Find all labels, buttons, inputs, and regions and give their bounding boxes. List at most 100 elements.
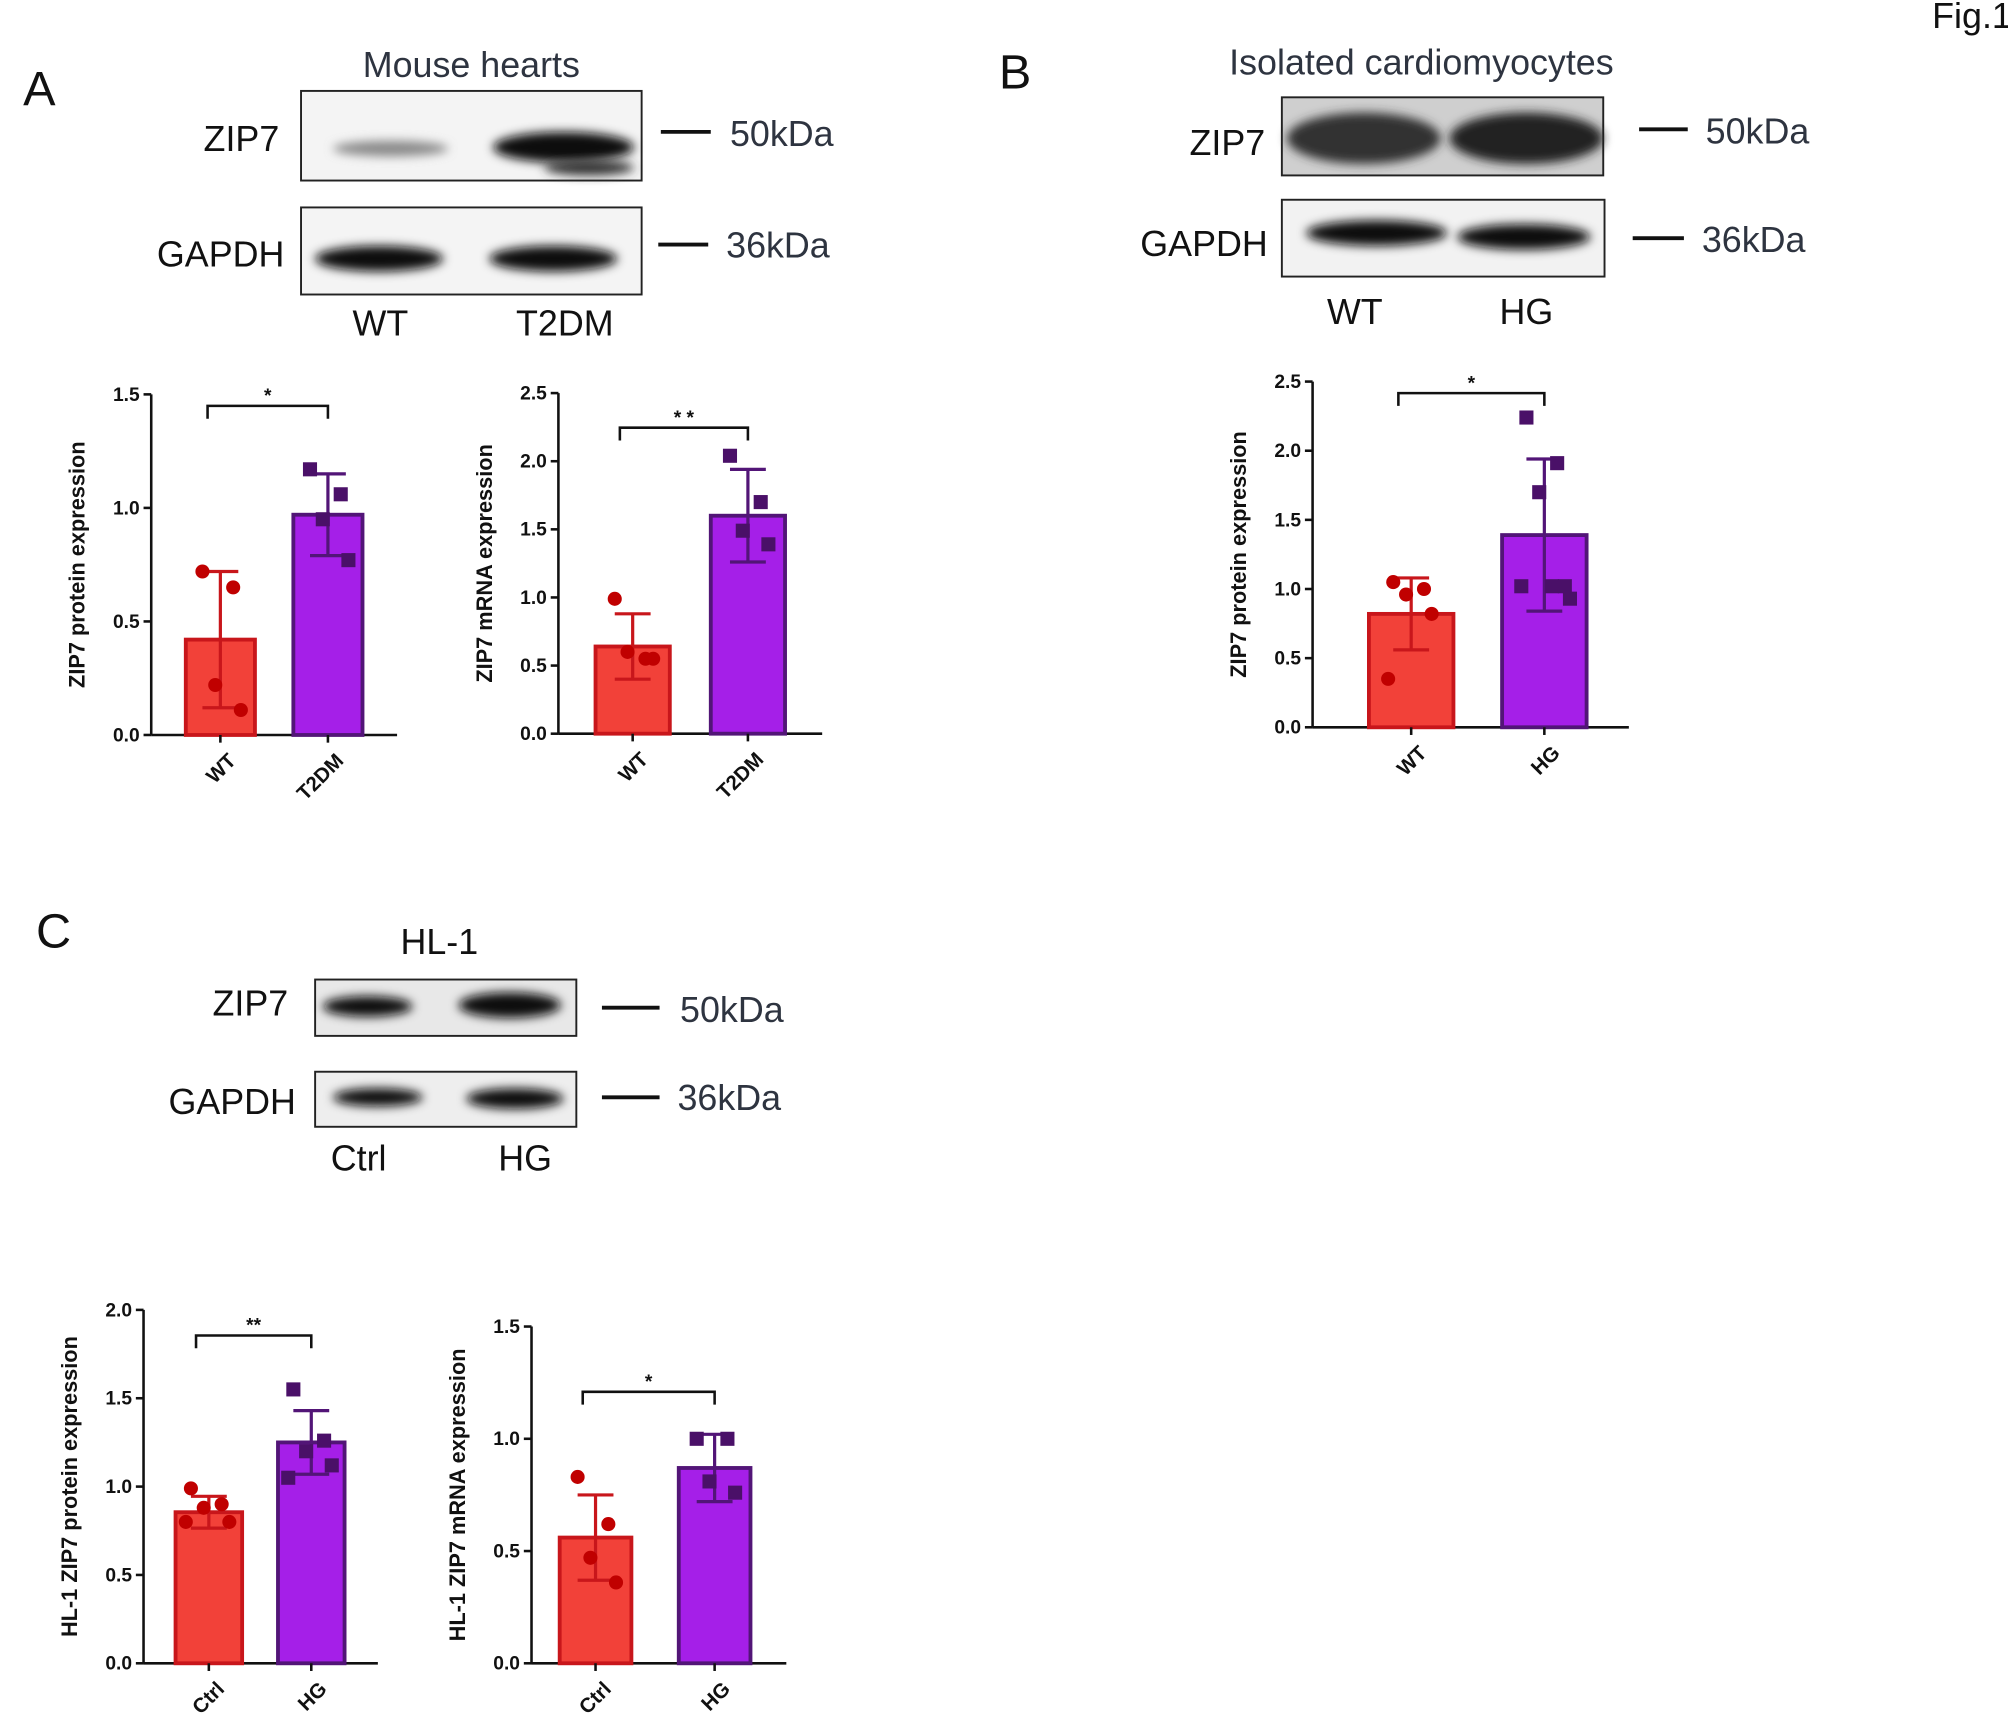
data-point (183, 1481, 198, 1496)
blot-c: C HL-1 ZIP7 50kDa GAPDH 36kDa Ctrl HG (36, 905, 784, 1179)
marker-label: 50kDa (730, 114, 834, 154)
panel-letter: C (36, 905, 71, 959)
band (333, 140, 449, 157)
data-point (1519, 410, 1534, 425)
y-tick-label: 0.5 (105, 1565, 132, 1586)
x-tick-label: HG (697, 1678, 735, 1716)
data-point (333, 487, 348, 502)
data-point (196, 1500, 211, 1515)
y-tick-label: 1.0 (493, 1429, 520, 1450)
x-tick-label: Ctrl (188, 1678, 229, 1719)
data-point (233, 702, 248, 718)
data-point (208, 677, 223, 693)
row-label: ZIP7 (1190, 123, 1266, 163)
data-point (607, 591, 622, 606)
marker-label: 36kDa (1702, 220, 1806, 260)
data-point (226, 580, 241, 595)
y-tick-label: 1.5 (1274, 510, 1301, 531)
y-axis-label: ZIP7 protein expression (1226, 431, 1251, 678)
x-tick-label: WT (1393, 741, 1432, 780)
y-tick-label: 1.0 (105, 1477, 132, 1498)
band (458, 992, 561, 1018)
data-point (570, 1469, 585, 1484)
band (466, 1088, 564, 1109)
blot-title: Mouse hearts (363, 45, 580, 85)
significance-label: ** (246, 1316, 261, 1337)
data-point (341, 553, 356, 568)
data-point (286, 1382, 301, 1397)
figure-label: Fig.1 (1932, 0, 2008, 36)
significance-bracket (194, 1334, 313, 1349)
y-tick-label: 1.0 (520, 588, 547, 609)
significance-bracket (581, 1390, 716, 1405)
marker-label: 36kDa (677, 1078, 781, 1118)
band (1306, 220, 1448, 246)
y-tick-label: 0.5 (520, 656, 547, 677)
x-tick-label: T2DM (293, 749, 349, 805)
error-bar (577, 1493, 614, 1582)
y-tick-label: 2.0 (105, 1300, 132, 1321)
row-label: GAPDH (168, 1082, 295, 1122)
significance-bracket (1397, 391, 1546, 406)
band (322, 996, 413, 1017)
significance-label: * (645, 1372, 653, 1393)
data-point (689, 1431, 704, 1446)
x-tick-label: WT (202, 749, 241, 788)
data-point (646, 651, 661, 666)
band (333, 1088, 423, 1107)
x-tick-label: WT (614, 748, 653, 787)
data-point (222, 1514, 237, 1529)
x-tick-label: Ctrl (575, 1678, 616, 1719)
y-tick-label: 1.0 (1274, 579, 1301, 600)
data-point (1544, 579, 1560, 594)
band (315, 245, 444, 272)
significance-bracket (206, 404, 330, 419)
data-point (299, 1444, 314, 1459)
blot-a: A Mouse hearts ZIP7 50kDa GAPDH 36kDa WT… (23, 45, 833, 344)
data-point (1416, 581, 1432, 597)
data-point (1386, 575, 1401, 590)
x-tick-label: T2DM (713, 748, 769, 804)
data-point (324, 1458, 339, 1473)
y-axis-label: ZIP7 mRNA expression (472, 444, 497, 683)
significance-label: * (264, 386, 272, 407)
data-point (1557, 579, 1572, 594)
y-tick-label: 0.0 (493, 1654, 520, 1675)
y-axis-label: ZIP7 protein expression (65, 441, 90, 688)
y-tick-label: 1.0 (113, 498, 140, 519)
data-point (722, 448, 738, 463)
blot-b: B Isolated cardiomyocytes ZIP7 50kDa GAP… (999, 42, 1809, 332)
data-point (1399, 587, 1414, 602)
lane-label: HG (1500, 292, 1554, 332)
lane-label: WT (1327, 292, 1383, 332)
data-point (1514, 579, 1529, 594)
lane-label: HG (498, 1138, 552, 1178)
y-axis-label: HL-1 ZIP7 mRNA expression (445, 1348, 470, 1641)
significance-bracket (618, 426, 750, 441)
y-tick-label: 2.5 (520, 383, 547, 404)
band (1286, 112, 1441, 164)
data-point (1532, 485, 1547, 500)
data-point (178, 1514, 193, 1529)
y-tick-label: 0.0 (520, 724, 547, 745)
bar (173, 1510, 245, 1666)
data-point (214, 1497, 229, 1512)
band (1457, 224, 1591, 250)
bar-chart: 0.0 0.5 1.0 1.5 2.0 2.5 ZIP7 protein expressio… (1226, 372, 1629, 780)
marker-label: 36kDa (726, 225, 830, 265)
data-point (583, 1550, 598, 1565)
y-tick-label: 2.0 (1274, 441, 1301, 462)
y-tick-label: 1.5 (105, 1389, 132, 1410)
y-tick-label: 1.5 (520, 520, 547, 541)
x-tick-label: HG (294, 1678, 332, 1716)
data-point (315, 512, 330, 527)
error-bar (729, 467, 766, 564)
marker-label: 50kDa (1706, 111, 1810, 151)
band (489, 245, 618, 272)
band (544, 160, 634, 176)
data-point (1550, 456, 1565, 471)
data-point (620, 644, 635, 659)
y-tick-label: 2.0 (520, 452, 547, 473)
data-point (761, 537, 776, 552)
